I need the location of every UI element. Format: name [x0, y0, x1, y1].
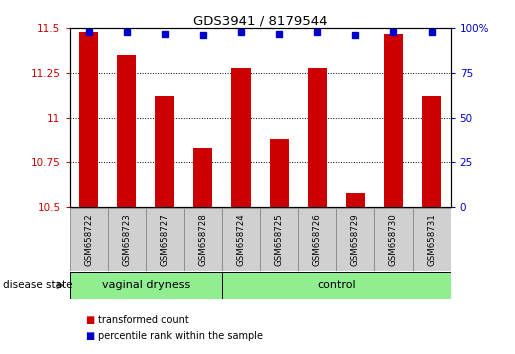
Text: GSM658729: GSM658729 — [351, 213, 360, 266]
Text: disease state: disease state — [3, 280, 72, 290]
Bar — [117, 55, 136, 207]
Bar — [156, 96, 175, 207]
Text: vaginal dryness: vaginal dryness — [101, 280, 190, 290]
Text: GSM658731: GSM658731 — [427, 213, 436, 266]
Bar — [346, 193, 365, 207]
Text: control: control — [317, 280, 356, 290]
Text: transformed count: transformed count — [98, 315, 188, 325]
Text: ■: ■ — [85, 315, 94, 325]
Text: GSM658726: GSM658726 — [313, 213, 322, 266]
Bar — [222, 272, 451, 299]
Bar — [79, 32, 98, 207]
Bar — [222, 208, 260, 271]
Bar — [298, 208, 336, 271]
Bar — [308, 68, 327, 207]
Title: GDS3941 / 8179544: GDS3941 / 8179544 — [193, 14, 328, 27]
Text: GSM658727: GSM658727 — [160, 213, 169, 266]
Text: GSM658723: GSM658723 — [122, 213, 131, 266]
Bar — [70, 208, 108, 271]
Bar — [413, 208, 451, 271]
Bar — [422, 96, 441, 207]
Bar — [146, 208, 184, 271]
Text: GSM658722: GSM658722 — [84, 213, 93, 266]
Bar — [260, 208, 298, 271]
Bar — [70, 272, 222, 299]
Bar — [270, 139, 289, 207]
Bar — [374, 208, 413, 271]
Bar — [108, 208, 146, 271]
Text: GSM658728: GSM658728 — [198, 213, 208, 266]
Bar — [184, 208, 222, 271]
Bar — [194, 148, 213, 207]
Text: percentile rank within the sample: percentile rank within the sample — [98, 331, 263, 341]
Bar — [336, 208, 374, 271]
Bar — [384, 34, 403, 207]
Text: GSM658730: GSM658730 — [389, 213, 398, 266]
Bar — [232, 68, 251, 207]
Text: GSM658724: GSM658724 — [236, 213, 246, 266]
Text: ■: ■ — [85, 331, 94, 341]
Text: GSM658725: GSM658725 — [274, 213, 284, 266]
